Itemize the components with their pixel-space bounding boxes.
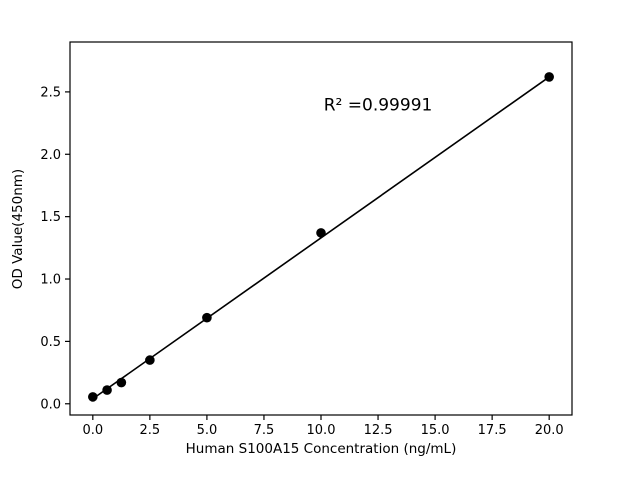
- fit-line: [92, 76, 550, 400]
- y-axis-label: OD Value(450nm): [10, 169, 26, 289]
- x-tick-label: 2.5: [140, 423, 161, 438]
- y-tick-label: 2.0: [40, 148, 61, 163]
- x-tick-label: 0.0: [82, 423, 103, 438]
- data-point: [145, 355, 155, 365]
- x-tick-label: 12.5: [364, 423, 393, 438]
- x-axis-label: Human S100A15 Concentration (ng/mL): [186, 441, 457, 457]
- x-tick-label: 15.0: [421, 423, 450, 438]
- data-point: [544, 72, 554, 82]
- x-tick-label: 7.5: [254, 423, 275, 438]
- data-point: [202, 312, 212, 323]
- x-tick-label: 20.0: [535, 423, 564, 438]
- data-point: [116, 377, 127, 388]
- data-point: [88, 392, 98, 402]
- r-squared-annotation: R² =0.99991: [324, 96, 433, 116]
- y-tick-label: 2.5: [40, 85, 61, 100]
- x-tick-label: 5.0: [197, 423, 218, 438]
- plot-area: 0.0 2.5 5.0 7.5 10.0 12.5 15.0 17.5 20.0 0.0 0.5 1.…: [40, 41, 573, 438]
- x-tick-label: 17.5: [478, 423, 507, 438]
- y-tick-label: 0.0: [40, 397, 61, 412]
- y-tick-label: 0.5: [40, 335, 61, 350]
- data-point: [316, 228, 326, 238]
- data-point: [102, 385, 112, 395]
- y-tick-label: 1.5: [40, 210, 61, 225]
- y-tick-label: 1.0: [40, 273, 61, 288]
- x-tick-label: 10.0: [307, 423, 336, 438]
